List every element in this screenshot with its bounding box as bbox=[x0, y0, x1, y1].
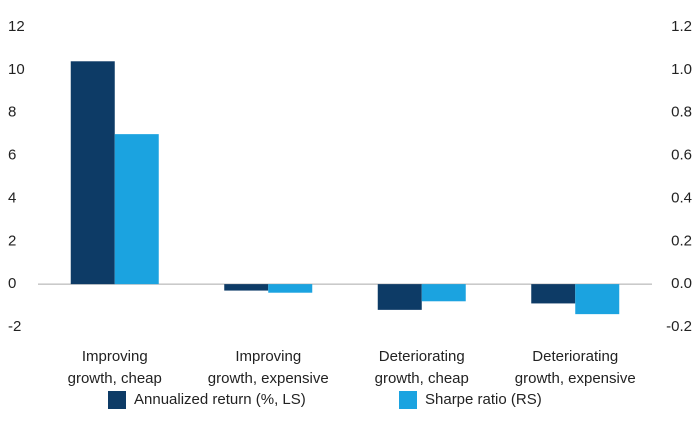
y2-tick-label: 0.6 bbox=[671, 147, 692, 164]
legend-label: Annualized return (%, LS) bbox=[134, 391, 306, 408]
y2-tick-label: 0.2 bbox=[671, 232, 692, 249]
x-tick-label: Improving growth, cheap bbox=[67, 348, 162, 387]
y2-tick-label: -0.2 bbox=[666, 318, 692, 335]
y-tick-label: 10 bbox=[8, 61, 25, 78]
legend-swatch bbox=[399, 391, 417, 409]
y-tick-label: 12 bbox=[8, 18, 25, 35]
y-tick-label: 2 bbox=[8, 232, 16, 249]
y2-tick-label: 1.0 bbox=[671, 61, 692, 78]
x-tick-label: Deteriorating growth, expensive bbox=[514, 348, 636, 387]
y-tick-label: -2 bbox=[8, 318, 21, 335]
legend-swatch bbox=[108, 391, 126, 409]
bar bbox=[421, 284, 466, 302]
y-tick-label: 0 bbox=[8, 275, 16, 292]
bar bbox=[531, 284, 576, 304]
bar bbox=[575, 284, 620, 315]
y-tick-label: 6 bbox=[8, 147, 16, 164]
x-tick-label: Deteriorating growth, cheap bbox=[374, 348, 469, 387]
y-tick-label: 8 bbox=[8, 104, 16, 121]
y2-tick-label: 0.0 bbox=[671, 275, 692, 292]
y2-tick-label: 0.8 bbox=[671, 104, 692, 121]
y2-tick-label: 0.4 bbox=[671, 189, 692, 206]
bar bbox=[224, 284, 269, 291]
y-tick-label: 4 bbox=[8, 189, 16, 206]
bar bbox=[114, 134, 159, 285]
y2-tick-label: 1.2 bbox=[671, 18, 692, 35]
bar bbox=[377, 284, 422, 310]
x-tick-label: Improving growth, expensive bbox=[207, 348, 329, 387]
legend-label: Sharpe ratio (RS) bbox=[425, 391, 542, 408]
bar bbox=[268, 284, 313, 293]
bar bbox=[70, 61, 115, 285]
